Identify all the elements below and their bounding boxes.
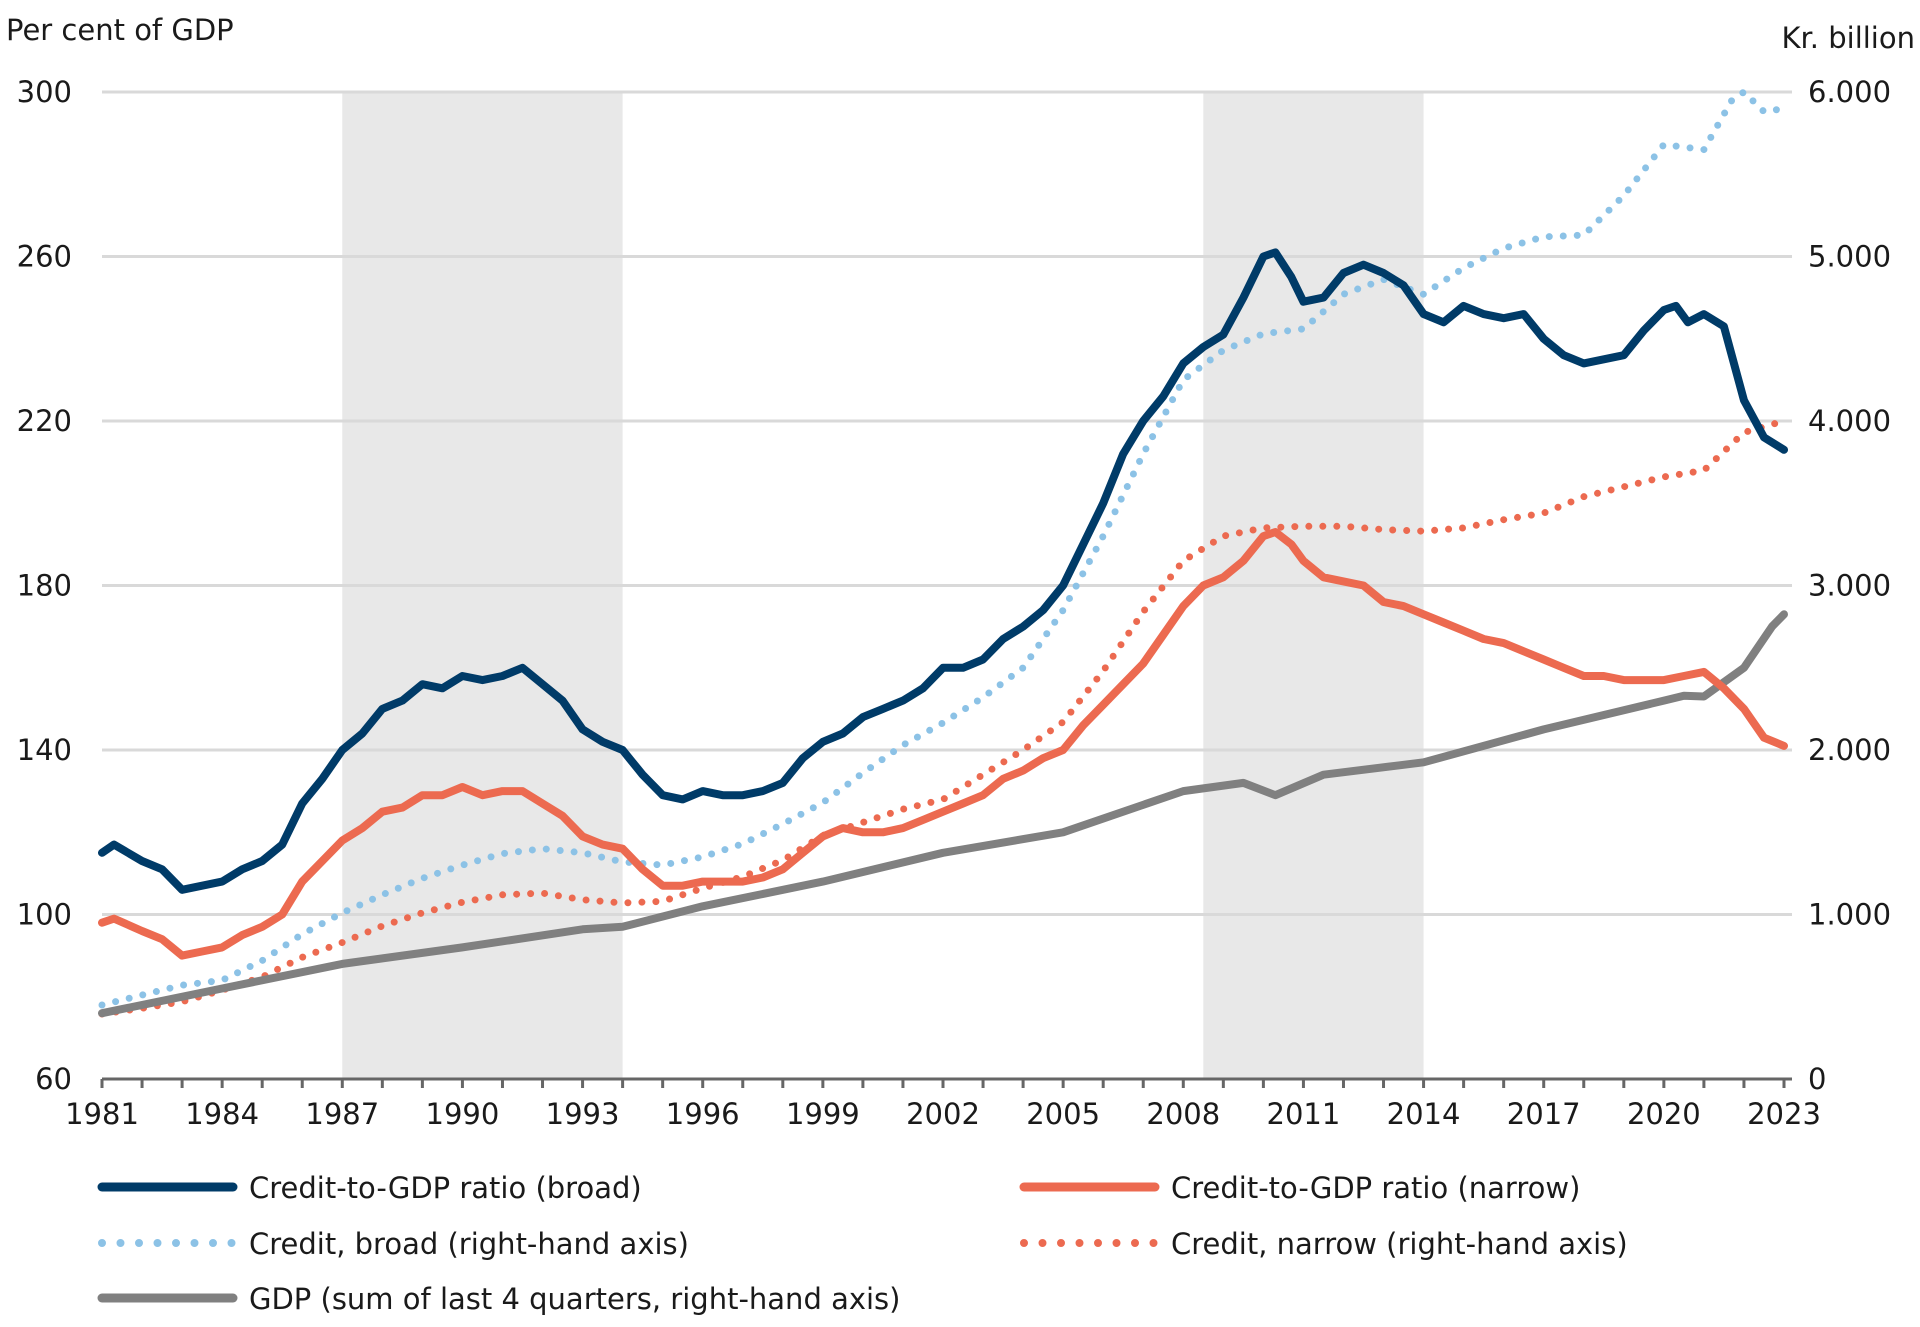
left-tick-label: 300: [17, 75, 72, 109]
right-tick-label: 0: [1808, 1062, 1826, 1096]
tick-labels: 300 260 220 180 140 100 60 6.000 5.000 4.000 3.000…: [17, 75, 1891, 1131]
left-tick-label: 60: [35, 1062, 72, 1096]
x-tick-label: 2008: [1146, 1097, 1220, 1131]
series-lines: [98, 88, 1788, 1018]
x-tick-label: 1993: [546, 1097, 620, 1131]
x-tick-label: 2005: [1026, 1097, 1100, 1131]
x-tick-label: 2020: [1627, 1097, 1701, 1131]
legend-label-2: Credit, broad (right-hand axis): [249, 1227, 689, 1261]
series-line-0: [98, 248, 1788, 894]
left-tick-label: 140: [17, 733, 72, 767]
left-tick-label: 260: [17, 240, 72, 274]
right-tick-label: 2.000: [1808, 733, 1891, 767]
series-line-4: [98, 610, 1788, 1018]
x-tick-label: 1984: [185, 1097, 259, 1131]
series-line-2: [98, 88, 1788, 1009]
right-tick-label: 1.000: [1808, 898, 1891, 932]
x-tick-label: 1981: [65, 1097, 139, 1131]
x-tick-label: 1987: [305, 1097, 379, 1131]
x-tick-label: 2017: [1507, 1097, 1581, 1131]
right-tick-label: 3.000: [1808, 569, 1891, 603]
series-line-1: [98, 528, 1788, 960]
series-line-3: [98, 417, 1788, 1018]
legend-label-1: Credit-to-GDP ratio (narrow): [1171, 1171, 1580, 1205]
left-tick-label: 180: [17, 569, 72, 603]
right-tick-label: 4.000: [1808, 404, 1891, 438]
x-tick-label: 1999: [786, 1097, 860, 1131]
left-axis-title: Per cent of GDP: [6, 13, 234, 47]
x-tick-label: 1996: [666, 1097, 740, 1131]
x-tick-label: 2023: [1747, 1097, 1821, 1131]
left-tick-label: 220: [17, 404, 72, 438]
left-tick-label: 100: [17, 898, 72, 932]
legend-label-3: Credit, narrow (right-hand axis): [1171, 1227, 1628, 1261]
gridlines: [102, 90, 1792, 916]
legend-label-0: Credit-to-GDP ratio (broad): [249, 1171, 642, 1205]
right-tick-label: 5.000: [1808, 240, 1891, 274]
right-axis-title: Kr. billion: [1782, 21, 1915, 55]
right-tick-label: 6.000: [1808, 75, 1891, 109]
x-tick-label: 1990: [426, 1097, 500, 1131]
x-tick-label: 2014: [1387, 1097, 1461, 1131]
x-tick-label: 2002: [906, 1097, 980, 1131]
x-tick-label: 2011: [1267, 1097, 1341, 1131]
legend-label-4: GDP (sum of last 4 quarters, right-hand …: [249, 1282, 900, 1316]
legend: Credit-to-GDP ratio (broad) Credit-to-GDP…: [97, 1171, 1628, 1316]
x-axis: [100, 1077, 1792, 1088]
